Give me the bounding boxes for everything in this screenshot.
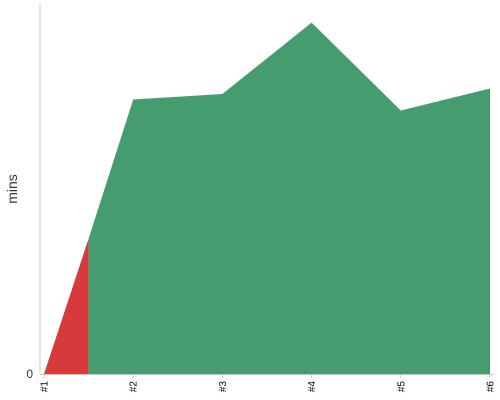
- y-tick-label: 0: [26, 367, 33, 381]
- y-axis-ticks: 0: [26, 367, 33, 381]
- x-tick-label: #3: [218, 381, 229, 393]
- area-series-2: [88, 22, 490, 374]
- x-axis-ticks: #1 #2 #3 #4 #5 #6: [40, 374, 497, 392]
- area-series-group: [44, 22, 490, 374]
- y-axis-title: mins: [4, 174, 20, 204]
- x-tick-label: #4: [307, 381, 318, 393]
- x-tick-label: #6: [486, 381, 497, 393]
- x-tick-label: #5: [396, 381, 407, 393]
- x-tick-label: #2: [129, 381, 140, 393]
- area-series-1: [44, 238, 89, 374]
- x-tick-label: #1: [40, 381, 51, 393]
